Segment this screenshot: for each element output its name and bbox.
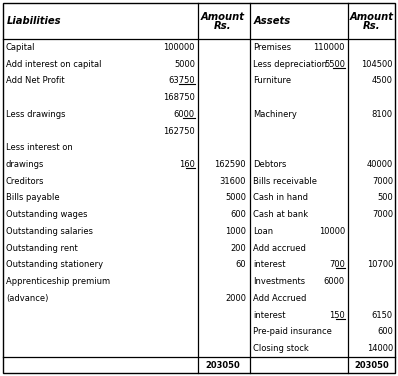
Text: Liabilities: Liabilities — [7, 16, 62, 26]
Text: 203050: 203050 — [354, 361, 389, 370]
Text: 162750: 162750 — [163, 127, 195, 136]
Text: Closing stock: Closing stock — [253, 344, 309, 353]
Text: 14000: 14000 — [367, 344, 393, 353]
Text: Amount: Amount — [201, 12, 245, 22]
Text: Capital: Capital — [6, 43, 35, 52]
Text: Add interest on capital: Add interest on capital — [6, 60, 101, 68]
Text: 600: 600 — [377, 327, 393, 337]
Text: 31600: 31600 — [220, 177, 246, 186]
Text: 1000: 1000 — [225, 227, 246, 236]
Text: 500: 500 — [377, 194, 393, 203]
Text: 700: 700 — [329, 261, 345, 270]
Text: Add accrued: Add accrued — [253, 244, 306, 253]
Text: Rs.: Rs. — [214, 21, 232, 31]
Text: 8100: 8100 — [372, 110, 393, 119]
Text: (advance): (advance) — [6, 294, 49, 303]
Text: Add Net Profit: Add Net Profit — [6, 76, 64, 85]
Text: Outstanding stationery: Outstanding stationery — [6, 261, 103, 270]
Text: Creditors: Creditors — [6, 177, 45, 186]
Text: Less depreciation: Less depreciation — [253, 60, 327, 68]
Text: interest: interest — [253, 311, 285, 320]
Text: 162590: 162590 — [215, 160, 246, 169]
Text: Machinery: Machinery — [253, 110, 297, 119]
Text: Outstanding rent: Outstanding rent — [6, 244, 78, 253]
Text: 5500: 5500 — [324, 60, 345, 68]
Text: Cash at bank: Cash at bank — [253, 210, 308, 219]
Text: 10700: 10700 — [367, 261, 393, 270]
Text: drawings: drawings — [6, 160, 44, 169]
Text: 7000: 7000 — [372, 210, 393, 219]
Text: 104500: 104500 — [361, 60, 393, 68]
Text: Cash in hand: Cash in hand — [253, 194, 308, 203]
Text: Add Accrued: Add Accrued — [253, 294, 306, 303]
Text: 200: 200 — [230, 244, 246, 253]
Text: Bills payable: Bills payable — [6, 194, 60, 203]
Text: 6150: 6150 — [372, 311, 393, 320]
Text: 160: 160 — [179, 160, 195, 169]
Text: 150: 150 — [329, 311, 345, 320]
Text: 60: 60 — [235, 261, 246, 270]
Text: Amount: Amount — [349, 12, 394, 22]
Text: 5000: 5000 — [174, 60, 195, 68]
Text: 5000: 5000 — [225, 194, 246, 203]
Text: 6000: 6000 — [324, 277, 345, 286]
Text: 600: 600 — [230, 210, 246, 219]
Text: Investments: Investments — [253, 277, 305, 286]
Text: Apprenticeship premium: Apprenticeship premium — [6, 277, 110, 286]
Text: 203050: 203050 — [206, 361, 240, 370]
Text: Outstanding salaries: Outstanding salaries — [6, 227, 93, 236]
Text: 63750: 63750 — [168, 76, 195, 85]
Text: Assets: Assets — [254, 16, 291, 26]
Text: 10000: 10000 — [319, 227, 345, 236]
Text: Furniture: Furniture — [253, 76, 291, 85]
Text: 110000: 110000 — [314, 43, 345, 52]
Text: 168750: 168750 — [163, 93, 195, 102]
Text: Less interest on: Less interest on — [6, 143, 73, 152]
Text: Pre-paid insurance: Pre-paid insurance — [253, 327, 332, 337]
Text: 100000: 100000 — [164, 43, 195, 52]
Text: 2000: 2000 — [225, 294, 246, 303]
Text: 6000: 6000 — [174, 110, 195, 119]
Text: 7000: 7000 — [372, 177, 393, 186]
Text: Debtors: Debtors — [253, 160, 287, 169]
Text: interest: interest — [253, 261, 285, 270]
Text: Less drawings: Less drawings — [6, 110, 66, 119]
Text: Rs.: Rs. — [363, 21, 380, 31]
Text: 4500: 4500 — [372, 76, 393, 85]
Text: Premises: Premises — [253, 43, 291, 52]
Text: Bills receivable: Bills receivable — [253, 177, 317, 186]
Text: Outstanding wages: Outstanding wages — [6, 210, 88, 219]
Text: 40000: 40000 — [367, 160, 393, 169]
Text: Loan: Loan — [253, 227, 273, 236]
